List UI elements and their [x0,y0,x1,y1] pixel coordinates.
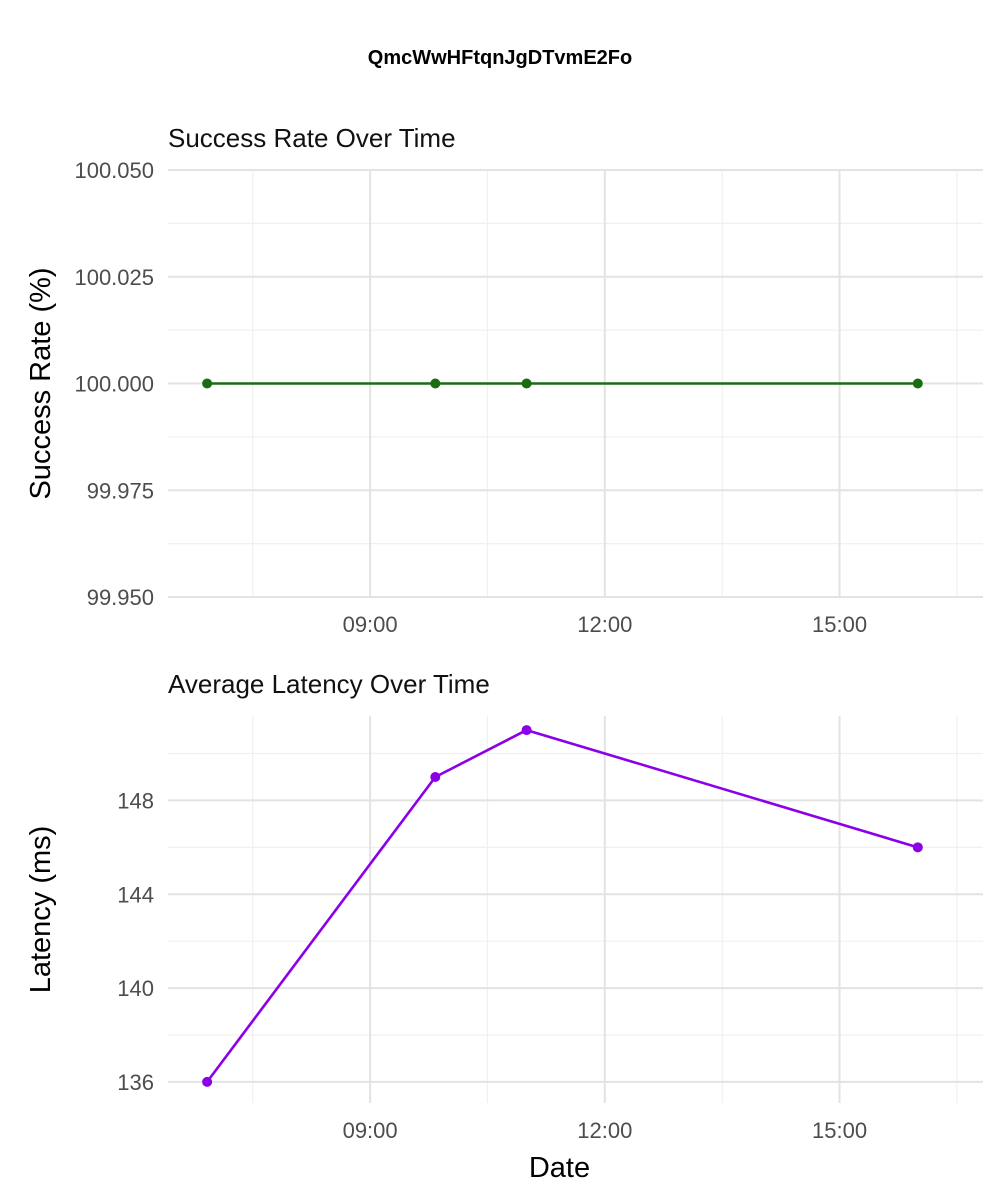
figure-title: QmcWwHFtqnJgDTvmE2Fo [368,47,632,69]
y-tick-label: 99.950 [87,585,154,610]
y-tick-label: 144 [117,882,154,907]
x-tick-label: 12:00 [577,1118,632,1143]
data-point [521,378,532,389]
panel-title: Average Latency Over Time [168,669,490,699]
y-axis-title: Latency (ms) [25,826,57,994]
data-point [521,725,532,736]
series-line-1 [206,728,919,1083]
data-point [202,378,213,389]
data-point [912,842,923,853]
y-tick-label: 99.975 [87,478,154,503]
x-tick-label: 15:00 [812,1118,867,1143]
data-point [430,771,441,782]
x-tick-label: 12:00 [577,612,632,637]
chart-panel-2: 136 140 144 148 09:00 12:00 15:00 Average Laten… [25,669,983,1184]
y-tick-label: 140 [117,976,154,1001]
y-tick-label: 100.025 [74,265,154,290]
x-tick-label: 09:00 [343,612,398,637]
data-point [202,1076,213,1087]
chart-panel-1: 99.950 99.975 100.000 100.025 100.050 09:00 12… [25,123,983,637]
x-tick-label: 09:00 [343,1118,398,1143]
x-axis-title: Date [529,1152,590,1184]
y-tick-label: 148 [117,788,154,813]
y-tick-label: 100.050 [74,158,154,183]
data-point [430,378,441,389]
y-tick-label: 100.000 [74,372,154,397]
x-tick-label: 15:00 [812,612,867,637]
data-point [912,378,923,389]
y-tick-label: 136 [117,1070,154,1095]
panel-title: Success Rate Over Time [168,123,456,153]
y-axis-title: Success Rate (%) [25,267,57,499]
